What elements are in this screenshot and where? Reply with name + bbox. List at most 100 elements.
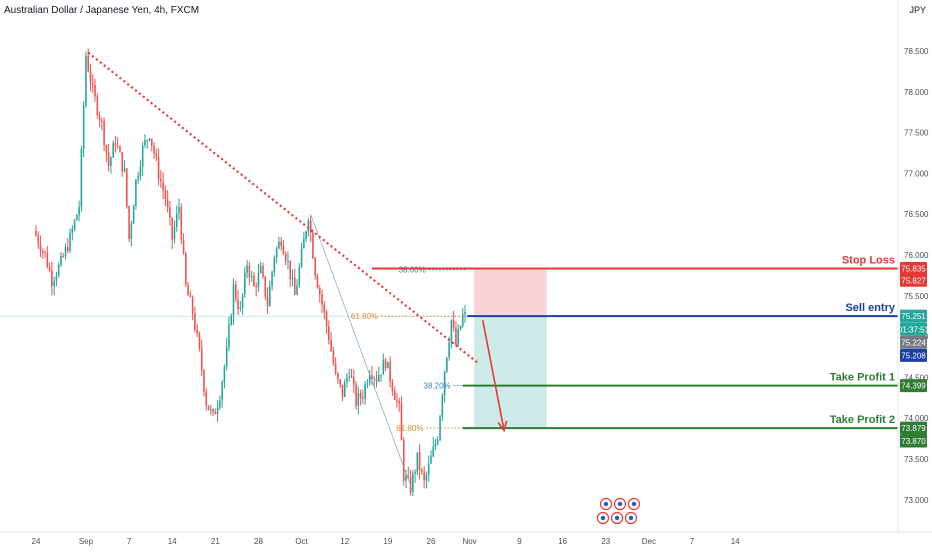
candle [464,304,466,323]
price-tick-label: 73.000 [904,496,929,505]
candle-body [232,284,235,316]
candle-body [62,256,65,258]
candle [39,235,42,258]
price-axis: 73.00073.50074.00074.50075.00075.50076.0… [897,0,930,532]
price-label-text: 73.870 [901,437,926,446]
candle [443,370,446,403]
candle-body [223,366,226,383]
candle [228,316,230,352]
candle-body [459,325,462,330]
candle [234,280,237,303]
candle [371,365,373,386]
candle [293,268,296,295]
candle [250,270,253,283]
candle-body [246,265,248,273]
candle-body [51,270,53,287]
candle [57,261,60,278]
time-tick-label: 16 [558,537,567,546]
candle-body [207,405,210,410]
candle-body [228,324,230,348]
candle [330,331,332,352]
candle [150,138,153,152]
candle-body [107,152,110,166]
candle [114,136,117,153]
candle-body [182,239,185,254]
currency-label[interactable]: JPY [909,5,926,15]
candle [96,93,99,119]
price-label-tag: 75.224 [900,335,927,349]
price-label-bg [900,273,927,287]
candle [146,139,149,149]
candle [334,357,337,376]
candle-body [53,280,55,287]
candle-body [234,284,237,300]
candle [266,287,269,315]
candle-body [364,384,366,399]
candle [64,243,67,260]
candle-body [171,217,173,240]
candle [148,138,151,142]
candle [262,262,264,279]
projection-arrow-line [481,320,505,431]
fib-level-label: 38.20% [424,382,451,391]
candle-body [275,248,278,258]
candle-body [164,190,167,200]
time-tick-label: Sep [79,537,94,546]
candle [393,386,396,400]
candle-body [230,315,233,325]
candle-body [312,232,314,259]
candle [230,313,233,326]
candle [137,171,139,184]
candle-body [150,138,153,146]
candle [62,252,65,258]
time-tick-label: 19 [383,537,392,546]
candle-body [300,248,303,267]
candle [105,144,108,163]
candle-body [427,463,430,475]
price-label-text: 75.827 [901,276,926,285]
candle-body [314,258,317,277]
event-icon-dot [600,515,606,521]
candle-body [393,391,396,400]
candle-body [255,286,257,288]
price-label-bg [900,379,927,393]
candle [87,48,90,73]
candle-body [446,357,448,372]
event-icon-dot [631,501,637,507]
candle-body [380,374,382,376]
candle [44,250,46,258]
candle-body [212,409,214,413]
candle-body [71,229,74,234]
candle [325,309,328,334]
candle [123,160,126,173]
candle-body [169,207,171,218]
candle [162,172,164,200]
candle-body [375,378,378,382]
price-label-text: 75.208 [901,351,926,360]
candle [189,290,192,298]
candle [359,389,362,406]
candle [275,246,278,264]
event-icon-dot [628,515,634,521]
candle-body [384,359,387,369]
candle [269,280,271,307]
candle [248,261,251,285]
candle [244,266,246,298]
time-tick-label: 21 [211,537,220,546]
time-tick-label: Dec [642,537,656,546]
candle-body [389,361,391,382]
candle-body [414,472,416,474]
candle-body [80,149,83,208]
candle [203,368,205,397]
candle-body [196,329,198,334]
candle-body [141,145,144,168]
economic-event-icon [627,497,641,511]
candle-body [76,214,78,221]
candle-body [425,474,428,481]
candle-body [89,71,92,83]
candle [321,289,323,314]
candle [427,455,430,482]
candle-body [280,241,282,247]
candle [441,393,444,422]
